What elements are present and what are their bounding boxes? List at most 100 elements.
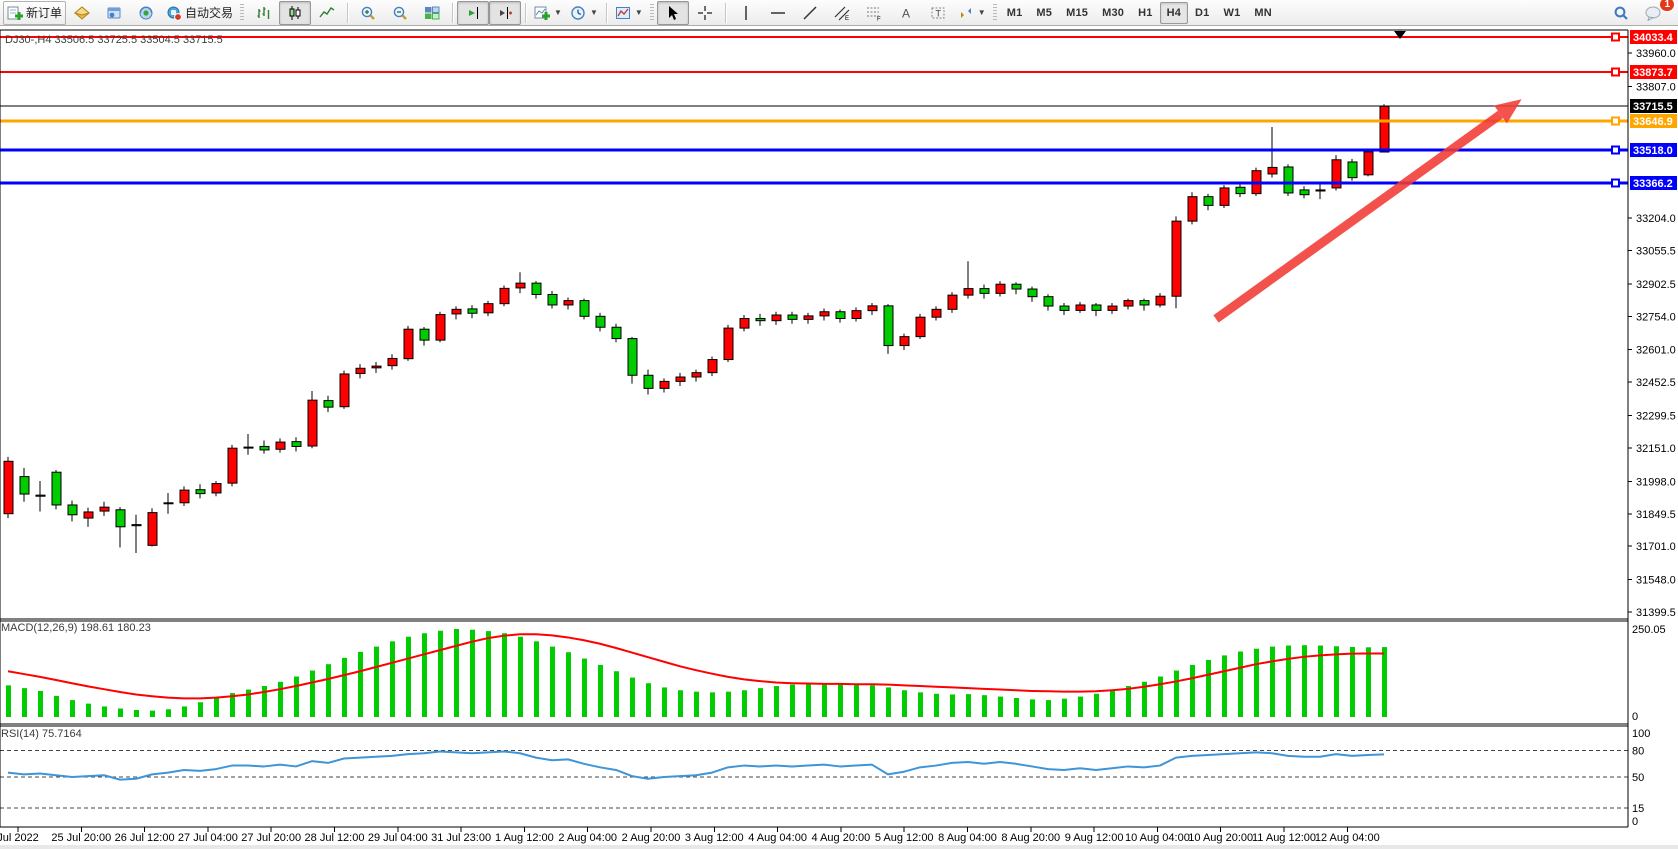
svg-text:4 Aug 20:00: 4 Aug 20:00 [812,832,871,844]
svg-text:50: 50 [1632,772,1644,784]
clock-icon [570,5,586,21]
separator [452,2,454,23]
price-badge [1630,176,1677,190]
autoscroll-icon [465,5,481,21]
new-order-button[interactable]: 新订单 [3,0,67,25]
toolbar-grip [240,3,245,22]
svg-text:2 Aug 04:00: 2 Aug 04:00 [558,832,617,844]
equidistant-channel-button[interactable]: E [826,1,858,25]
trendline-icon [802,5,818,21]
horizontal-line-icon [770,5,786,21]
svg-text:32601.0: 32601.0 [1636,345,1676,357]
candlestick-chart-button[interactable] [279,0,312,25]
tf-M5[interactable]: M5 [1036,6,1053,19]
horizontal-line-button[interactable] [762,1,794,25]
profiles-icon [74,5,91,21]
vertical-line-button[interactable] [730,1,762,25]
svg-text:31998.0: 31998.0 [1636,476,1676,488]
svg-text:33715.5: 33715.5 [1633,101,1673,113]
bar-chart-button[interactable] [247,1,279,25]
tf-MN[interactable]: MN [1254,6,1272,19]
zoom-in-button[interactable] [352,1,384,25]
text-label-icon: T [930,5,946,21]
trendline-button[interactable] [794,1,826,25]
separator [347,2,349,23]
svg-text:T: T [935,8,941,18]
notifications-button[interactable]: 1 [1637,0,1675,25]
separator [605,2,607,23]
zoom-in-icon [360,5,376,21]
text-button[interactable]: A [890,1,922,25]
svg-text:E: E [845,16,849,21]
search-button[interactable] [1605,1,1637,25]
tf-W1[interactable]: W1 [1223,6,1241,19]
svg-text:4 Aug 04:00: 4 Aug 04:00 [748,832,807,844]
chat-icon [1644,5,1662,21]
tf-D1[interactable]: D1 [1195,6,1210,19]
tf-M15[interactable]: M15 [1066,6,1089,19]
rsi-label: RSI(14) 75.7164 [1,728,82,740]
svg-text:31548.0: 31548.0 [1636,575,1676,587]
market-watch-button[interactable] [98,1,130,25]
toolbar-grip [649,3,654,22]
svg-text:28 Jul 12:00: 28 Jul 12:00 [305,832,365,844]
svg-text:1 Aug 12:00: 1 Aug 12:00 [495,832,554,844]
tile-windows-button[interactable] [416,1,448,25]
svg-text:3 Aug 12:00: 3 Aug 12:00 [685,832,744,844]
trend-arrow [1213,110,1504,323]
indicators-icon [534,5,551,21]
svg-text:31 Jul 23:00: 31 Jul 23:00 [431,832,491,844]
chevron-down-icon: ▼ [634,8,643,17]
svg-text:33807.0: 33807.0 [1636,81,1676,93]
svg-text:80: 80 [1632,746,1644,758]
separator [525,2,527,23]
svg-text:34033.4: 34033.4 [1633,32,1674,44]
line-chart-button[interactable] [311,1,343,25]
tile-windows-icon [424,5,440,21]
svg-text:33204.0: 33204.0 [1636,213,1676,225]
notification-badge: 1 [1659,0,1675,12]
macd-panel [6,629,1387,717]
svg-text:15: 15 [1632,803,1644,815]
fibonacci-button[interactable]: F [858,1,890,25]
autotrading-label: 自动交易 [185,6,234,20]
cursor-button[interactable] [656,0,689,25]
line-chart-icon [319,5,335,21]
profiles-button[interactable] [66,1,98,25]
tf-M1[interactable]: M1 [1006,6,1023,19]
chart-shift-button[interactable] [489,0,522,25]
chevron-down-icon: ▼ [554,8,562,17]
svg-text:33366.2: 33366.2 [1633,178,1673,190]
svg-text:33055.5: 33055.5 [1636,245,1676,257]
svg-text:0: 0 [1632,816,1638,828]
svg-text:33518.0: 33518.0 [1633,145,1673,157]
text-label-button[interactable]: T [922,1,954,25]
svg-text:27 Jul 20:00: 27 Jul 20:00 [241,832,301,844]
tf-M30[interactable]: M30 [1102,6,1125,19]
toolbar: 新订单 自动交易 ▼ ▼ ▼ E F A T ▼ M1 M5 M15 M30 H1 H4 D… [0,0,1678,26]
tf-H1[interactable]: H1 [1138,6,1153,19]
navigator-button[interactable] [130,1,162,25]
zoom-out-button[interactable] [384,1,416,25]
timeframe-group: M1 M5 M15 M30 H1 H4 D1 W1 MN [1000,1,1279,24]
template-chart-icon [615,5,631,21]
price-badge [1630,30,1677,44]
price-badge [1630,143,1677,157]
crosshair-button[interactable] [689,1,721,25]
svg-text:32151.0: 32151.0 [1636,443,1676,455]
periods-button[interactable]: ▼ [566,1,602,25]
svg-text:0: 0 [1632,711,1638,723]
svg-text:31701.0: 31701.0 [1636,541,1676,553]
arrows-button[interactable]: ▼ [954,1,990,25]
indicators-button[interactable]: ▼ [530,1,566,25]
svg-text:8 Aug 20:00: 8 Aug 20:00 [1001,832,1060,844]
autoscroll-button[interactable] [457,0,490,25]
toolbar-grip [992,3,997,22]
svg-text:F: F [877,16,881,21]
tf-H4[interactable]: H4 [1159,1,1189,24]
autotrading-button[interactable]: 自动交易 [162,1,237,25]
equidistant-channel-icon: E [834,5,850,21]
svg-text:32754.0: 32754.0 [1636,311,1676,323]
templates-button[interactable]: ▼ [611,1,647,25]
